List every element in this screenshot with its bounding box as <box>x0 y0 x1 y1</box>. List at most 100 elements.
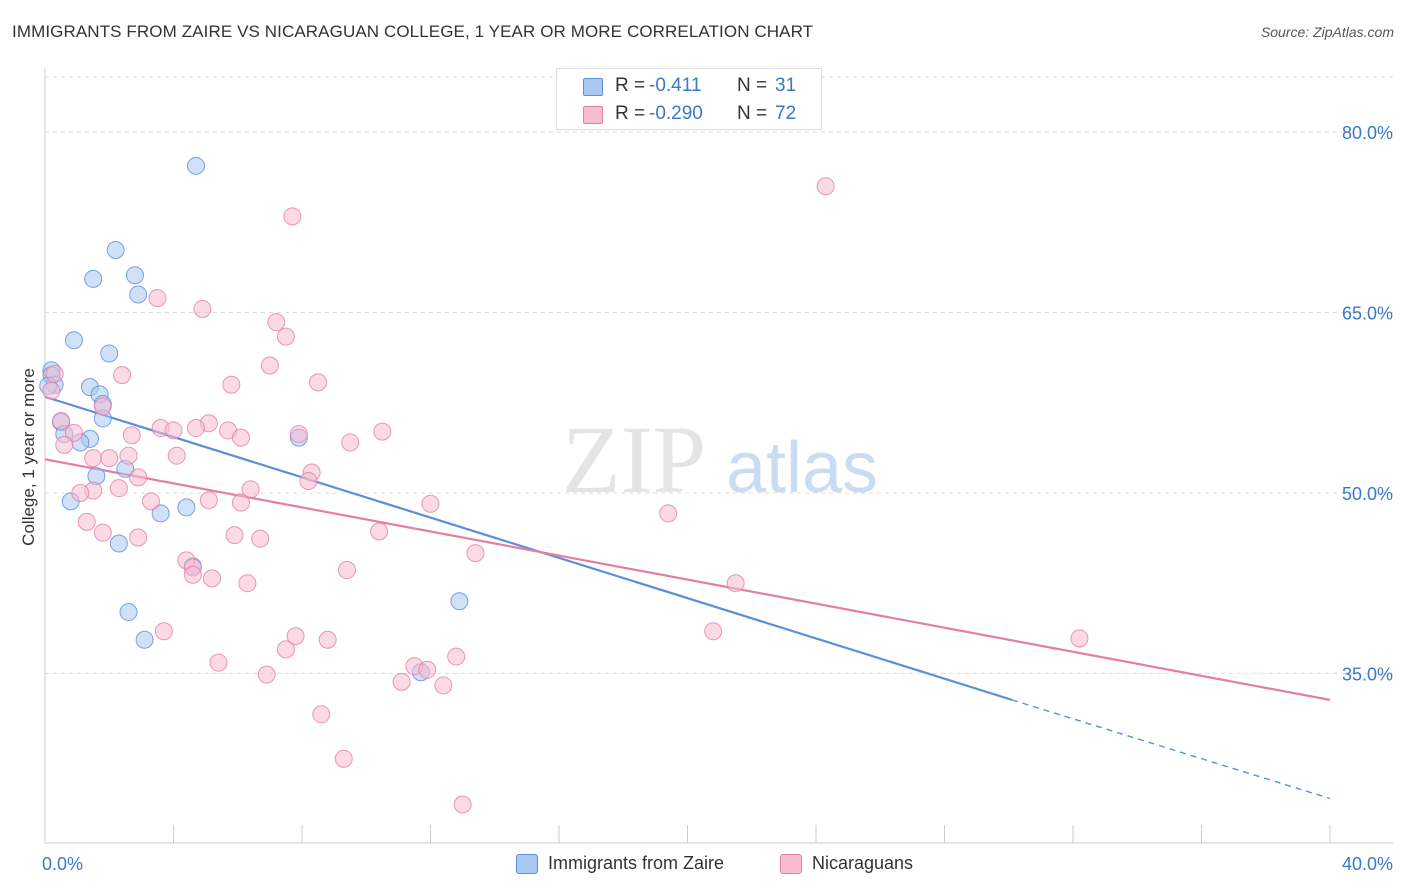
data-point <box>421 494 440 513</box>
axis-labels: 35.0% 50.0% 65.0% 80.0% 0.0% 40.0% College, 1 … <box>19 123 1393 874</box>
y-tick-label: 50.0% <box>1342 484 1393 504</box>
data-point <box>109 479 128 498</box>
data-point <box>199 491 218 510</box>
data-point <box>816 177 835 196</box>
data-point <box>55 435 74 454</box>
data-point <box>334 749 353 768</box>
bottom-legend-label-zaire: Immigrants from Zaire <box>548 853 725 873</box>
data-point <box>109 534 128 553</box>
data-point <box>64 331 83 350</box>
x-tick-label: 40.0% <box>1342 854 1393 874</box>
data-point <box>289 425 308 444</box>
data-point <box>418 660 437 679</box>
bottom-legend-label-nicaraguans: Nicaraguans <box>812 853 914 873</box>
stats-legend: R = -0.411 N = 31 R = -0.290 N = 72 <box>556 68 822 130</box>
data-point <box>119 446 138 465</box>
data-point <box>113 366 132 385</box>
data-point <box>257 665 276 684</box>
data-points <box>39 156 1089 814</box>
data-point <box>183 565 202 584</box>
watermark-atlas: atlas <box>726 428 878 508</box>
chart-title: IMMIGRANTS FROM ZAIRE VS NICARAGUAN COLL… <box>12 22 814 41</box>
data-point <box>225 526 244 545</box>
legend-n-value: 72 <box>775 103 797 124</box>
data-point <box>52 411 71 430</box>
data-point <box>283 207 302 226</box>
legend-r-value: -0.290 <box>649 103 703 124</box>
data-point <box>177 498 196 517</box>
legend-row-zaire: R = -0.411 N = 31 <box>557 72 821 100</box>
data-point <box>203 569 222 588</box>
data-point <box>286 627 305 646</box>
data-point <box>71 483 90 502</box>
data-point <box>370 522 389 541</box>
data-point <box>209 653 228 672</box>
data-point <box>193 299 212 318</box>
data-point <box>726 574 745 593</box>
y-axis-title: College, 1 year or more <box>19 368 38 546</box>
watermark-zip: ZIP <box>562 406 706 513</box>
data-point <box>309 373 328 392</box>
data-point <box>373 422 392 441</box>
data-point <box>450 592 469 611</box>
data-point <box>151 504 170 523</box>
legend-swatch-nicaraguans <box>583 106 603 124</box>
data-point <box>466 544 485 563</box>
legend-n-value: 31 <box>775 75 797 96</box>
data-point <box>93 397 112 416</box>
data-point <box>241 480 260 499</box>
data-point <box>251 529 270 548</box>
bottom-legend-swatch-nicaraguans <box>780 854 802 874</box>
legend-r-label: R = <box>615 103 646 124</box>
trend-line-extension <box>1011 699 1331 800</box>
data-point <box>135 630 154 649</box>
data-point <box>84 269 103 288</box>
legend-n-label: N = <box>737 103 768 124</box>
legend-n-label: N = <box>737 75 768 96</box>
data-point <box>122 426 141 445</box>
source-label: Source: ZipAtlas.com <box>1260 24 1394 40</box>
data-point <box>231 493 250 512</box>
data-point <box>45 364 64 383</box>
axes <box>44 68 1393 844</box>
data-point <box>125 266 144 285</box>
data-point <box>318 630 337 649</box>
data-point <box>129 285 148 304</box>
data-point <box>64 423 83 442</box>
data-point <box>704 622 723 641</box>
trend-lines <box>44 395 1331 800</box>
bottom-legend-swatch-zaire <box>516 854 538 874</box>
data-point <box>186 156 205 175</box>
y-tick-label: 80.0% <box>1342 123 1393 143</box>
data-point <box>392 672 411 691</box>
data-point <box>129 468 148 487</box>
bottom-legend-nicaraguans: Nicaraguans <box>780 852 940 876</box>
trend-line <box>44 395 1013 701</box>
legend-r-value: -0.411 <box>649 75 702 96</box>
y-tick-label: 65.0% <box>1342 304 1393 324</box>
data-point <box>119 603 138 622</box>
data-point <box>659 504 678 523</box>
data-point <box>93 523 112 542</box>
data-point <box>154 622 173 641</box>
data-point <box>100 449 119 468</box>
data-point <box>42 381 61 400</box>
data-point <box>299 471 318 490</box>
legend-r-label: R = <box>615 75 646 96</box>
data-point <box>231 428 250 447</box>
data-point <box>164 421 183 440</box>
data-point <box>186 419 205 438</box>
data-point <box>276 327 295 346</box>
y-tick-label: 35.0% <box>1342 664 1393 684</box>
data-point <box>276 640 295 659</box>
data-point <box>84 449 103 468</box>
data-point <box>1070 629 1089 648</box>
data-point <box>434 676 453 695</box>
data-point <box>447 647 466 666</box>
data-point <box>238 574 257 593</box>
data-point <box>341 433 360 452</box>
data-point <box>148 289 167 308</box>
data-point <box>129 528 148 547</box>
bottom-legend-zaire: Immigrants from Zaire <box>516 852 756 876</box>
data-point <box>77 512 96 531</box>
